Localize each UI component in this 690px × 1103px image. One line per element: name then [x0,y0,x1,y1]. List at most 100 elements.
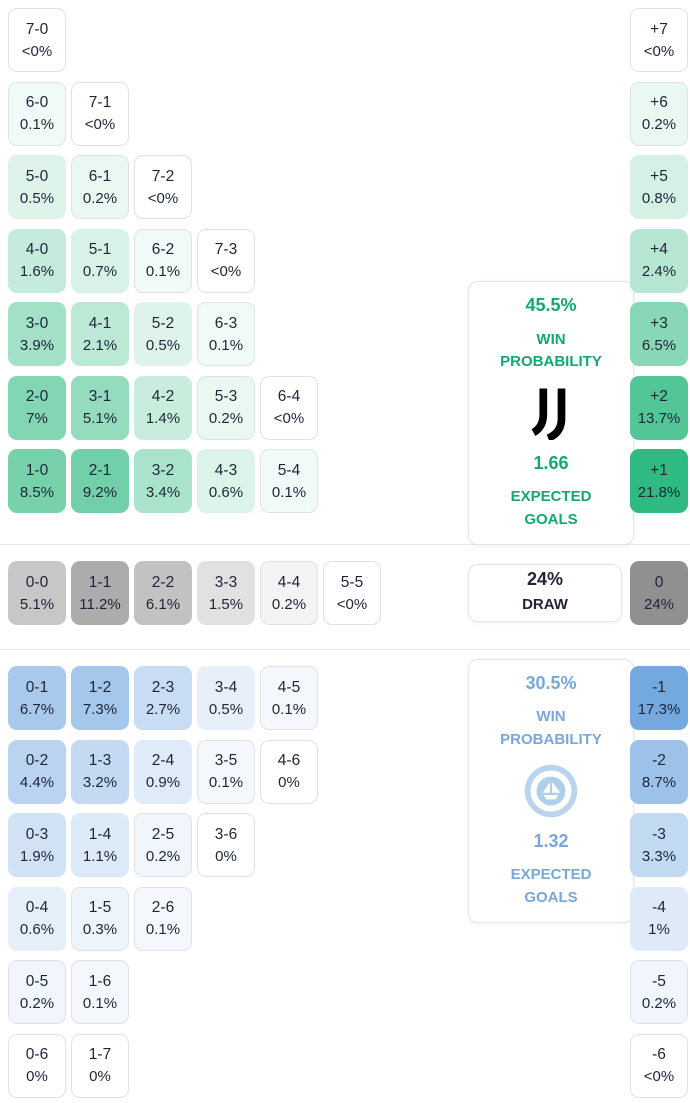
score-cell: 0 24% [630,561,688,625]
probability-label: 2.4% [641,263,677,280]
probability-label: 0.9% [145,774,181,791]
score-cell: 5-2 0.5% [134,302,192,366]
scoreline-label: 0-4 [25,899,49,916]
score-cell: 6-3 0.1% [197,302,255,366]
probability-label: 3.9% [19,336,55,354]
scoreline-label: +4 [650,241,668,258]
scoreline-label: 7-3 [214,241,238,258]
scoreline-label: 4-3 [214,461,238,479]
draw-summary-card: 24% DRAW [468,564,622,622]
scoreline-label: 1-4 [88,825,112,843]
probability-label: 0.1% [208,336,244,354]
scoreline-label: 5-4 [277,461,301,479]
score-cell: 7-2 <0% [134,155,192,219]
probability-label: 0% [215,847,237,865]
score-cell: -3 3.3% [630,813,688,877]
probability-label: 6.7% [19,700,55,718]
probability-label: 1.1% [82,847,118,865]
score-cell: 1-1 11.2% [71,561,129,625]
score-cell: 1-5 0.3% [71,886,129,951]
probability-label: 0.5% [145,336,181,354]
probability-label: 0.1% [145,263,181,280]
manchester-city-logo [523,763,579,819]
probability-label: 8.7% [641,774,677,791]
probability-label: 0.1% [208,774,244,791]
home-expected-goals-label: EXPECTED GOALS [510,488,592,528]
score-cell: +1 21.8% [630,449,688,513]
score-cell: 3-1 5.1% [71,375,129,440]
scoreline-label: 1-5 [88,899,112,916]
scoreline-label: 6-4 [277,388,301,405]
probability-label: 5.1% [82,410,118,427]
probability-label: 0.2% [208,410,244,427]
score-cell: 3-6 0% [197,813,255,877]
probability-label: 0.7% [82,263,118,280]
score-cell: 6-4 <0% [260,375,318,440]
probability-label: 1.5% [208,595,244,613]
score-cell: 7-0 <0% [8,8,66,72]
probability-label: 0.2% [271,595,307,613]
scoreline-label: 0-3 [25,825,49,843]
scoreline-label: 2-2 [151,573,175,591]
probability-label: 1.6% [19,263,55,280]
score-cell: 7-3 <0% [197,228,255,293]
score-cell: 5-1 0.7% [71,228,129,293]
scoreline-label: 3-1 [88,388,112,405]
score-cell: 2-4 0.9% [134,739,192,804]
away-expected-goals-value: 1.32 [533,831,569,851]
scoreline-label: 0-1 [25,678,49,696]
juventus-logo [530,386,572,440]
probability-label: 0.2% [641,994,677,1012]
section-divider-top [0,544,690,545]
scoreline-label: 0-0 [25,573,49,591]
scoreline-label: 0-5 [25,972,49,990]
score-cell: 3-0 3.9% [8,302,66,366]
probability-label: 7.3% [82,700,118,718]
scoreline-label: +7 [650,20,668,38]
probability-label: 3.4% [145,483,181,501]
scoreline-label: 0-6 [25,1046,49,1063]
away-win-probability-value: 30.5% [525,673,577,693]
scoreline-label: 6-1 [88,167,112,185]
scoreline-label: +2 [650,388,668,405]
probability-label: 4.4% [19,774,55,791]
score-cell: +6 0.2% [630,81,688,146]
score-cell: 1-6 0.1% [71,960,129,1024]
scoreline-label: 0-2 [25,752,49,769]
probability-label: <0% [21,42,53,60]
scoreline-label: -1 [652,678,666,696]
score-cell: 4-5 0.1% [260,666,318,730]
scoreline-label: 5-2 [151,314,175,332]
probability-label: 0.1% [271,700,307,718]
probability-label: 6.5% [641,336,677,354]
score-cell: 6-2 0.1% [134,228,192,293]
probability-label: 24% [643,595,675,613]
draw-probability-value: 24% [526,569,564,590]
score-cell: 4-4 0.2% [260,561,318,625]
away-win-probability-label: WIN PROBABILITY [500,708,602,748]
probability-label: 6.1% [145,595,181,613]
scoreline-label: 5-0 [25,167,49,185]
score-cell: 2-6 0.1% [134,886,192,951]
probability-label: 0.1% [82,994,118,1012]
score-cell: 3-4 0.5% [197,666,255,730]
score-cell: +7 <0% [630,8,688,72]
probability-label: 5.1% [19,595,55,613]
scoreline-label: 2-0 [25,388,49,405]
scoreline-label: 4-4 [277,573,301,591]
scoreline-label: -2 [652,752,666,769]
probability-label: 0.1% [271,483,307,501]
score-cell: 4-2 1.4% [134,375,192,440]
scoreline-label: 2-6 [151,899,175,916]
scoreline-label: 4-1 [88,314,112,332]
scoreline-label: 3-3 [214,573,238,591]
probability-label: 0.2% [82,189,118,207]
away-expected-goals-label: EXPECTED GOALS [510,866,592,906]
probability-label: 0% [26,1068,48,1085]
scoreline-label: -4 [652,899,666,916]
scoreline-label: 7-1 [88,94,112,111]
probability-label: 0.5% [208,700,244,718]
scoreline-label: 3-6 [214,825,238,843]
scoreline-label: 1-1 [88,573,112,591]
score-cell: 0-4 0.6% [8,886,66,951]
